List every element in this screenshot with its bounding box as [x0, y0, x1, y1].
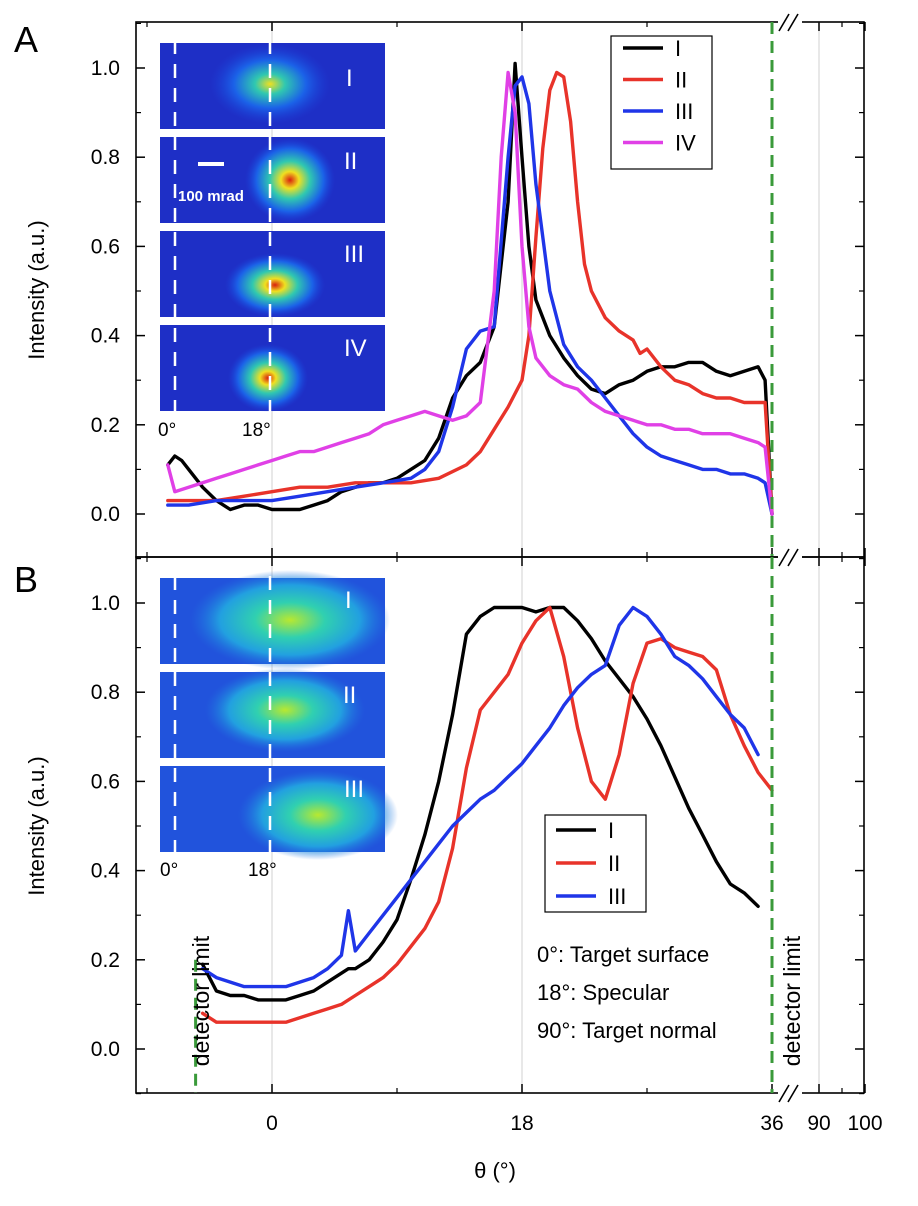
inset-b-i: I — [160, 570, 390, 670]
panel-a: A 0.0 0.2 0.4 0.6 0.8 1.0 Intensity (a.u.) I … — [14, 19, 866, 560]
axis-ticks-a: 0.0 0.2 0.4 0.6 0.8 1.0 — [91, 22, 866, 560]
inset-hotspot — [238, 770, 398, 860]
series-line-II — [200, 605, 774, 1024]
panel-label-a: A — [14, 19, 38, 60]
inset-label: I — [345, 587, 352, 614]
legend-label-I: I — [675, 36, 681, 61]
scale-bar — [198, 162, 224, 166]
series-group-b — [200, 605, 774, 1024]
y-tick-label: 0.0 — [91, 503, 120, 526]
series-line-III — [200, 605, 760, 989]
detector-limit-label-right: detector limit — [779, 935, 805, 1066]
axis-break-marks — [778, 13, 802, 1103]
y-axis-label-b: Intensity (a.u.) — [24, 756, 49, 895]
axis-ticks-b: 0.0 0.2 0.4 0.6 0.8 1.0 — [91, 557, 866, 1095]
x-tick-label: 0 — [266, 1112, 278, 1135]
y-tick-label: 1.0 — [91, 57, 120, 80]
inset-a-ii: 100 mrad II — [160, 137, 385, 223]
y-tick-label: 0.4 — [91, 860, 121, 883]
detector-limit-label-left: detector limit — [188, 935, 214, 1066]
legend-box — [610, 35, 713, 170]
inset-stack-a: I 100 mrad II III IV 0° 18° — [158, 40, 385, 441]
x-tick-label: 18 — [510, 1112, 533, 1135]
inset-label: IV — [344, 335, 367, 362]
legend-label-IV: IV — [675, 131, 696, 156]
series-line-IV — [166, 70, 774, 516]
x-tick-label: 100 — [847, 1112, 882, 1135]
y-tick-label: 0.6 — [91, 770, 120, 793]
inset-axis-label-0: 0° — [158, 420, 176, 441]
inset-label: II — [343, 682, 356, 709]
inset-a-iv: IV — [160, 325, 385, 412]
inset-b-ii: II — [160, 668, 385, 758]
inset-hotspot — [245, 138, 335, 222]
inset-hotspot — [228, 344, 308, 412]
annotation-target-normal: 90°: Target normal — [537, 1018, 717, 1043]
panel-b: B 0.0 0.2 0.4 0.6 0.8 1.0 Intensity (a.u.) I … — [14, 556, 866, 1095]
inset-a-iii: III — [160, 231, 385, 317]
inset-a-i: I — [160, 43, 385, 129]
inset-label: III — [344, 241, 364, 268]
inset-hotspot — [205, 668, 365, 752]
series-line-II — [166, 70, 774, 516]
inset-hotspot — [225, 253, 325, 317]
legend-label-II: II — [675, 68, 687, 93]
annotation-target-surface: 0°: Target surface — [537, 942, 709, 967]
x-tick-label: 36 — [760, 1112, 783, 1135]
inset-axis-label-0: 0° — [160, 860, 178, 881]
legend-label-II: II — [608, 851, 620, 876]
inset-label: I — [346, 65, 353, 92]
y-tick-label: 0.2 — [91, 414, 120, 437]
y-tick-label: 0.0 — [91, 1038, 120, 1061]
series-line-I — [200, 605, 760, 1002]
y-tick-label: 0.4 — [91, 325, 121, 348]
legend-label-III: III — [675, 99, 693, 124]
series-line-III — [166, 75, 774, 516]
inset-hotspot — [210, 44, 330, 124]
y-axis-label-a: Intensity (a.u.) — [24, 220, 49, 359]
y-tick-label: 1.0 — [91, 592, 120, 615]
scale-bar-label: 100 mrad — [178, 188, 244, 205]
inset-b-iii: III — [160, 766, 398, 860]
legend-label-III: III — [608, 884, 626, 909]
inset-label: II — [344, 148, 357, 175]
inset-axis-label-18: 18° — [248, 860, 277, 881]
y-tick-label: 0.2 — [91, 949, 120, 972]
inset-axis-label-18: 18° — [242, 420, 271, 441]
x-tick-labels: 0 18 36 90 100 — [266, 1112, 882, 1135]
series-group-a — [166, 61, 774, 516]
y-tick-label: 0.8 — [91, 146, 120, 169]
inset-hotspot — [190, 570, 390, 670]
panel-label-b: B — [14, 559, 38, 600]
legend-label-I: I — [608, 818, 614, 843]
x-tick-label: 90 — [807, 1112, 830, 1135]
inset-stack-b: I II III 0° 18° — [160, 570, 398, 881]
y-tick-label: 0.6 — [91, 235, 120, 258]
reference-lines-b — [194, 557, 774, 1093]
inset-label: III — [344, 776, 364, 803]
annotation-specular: 18°: Specular — [537, 980, 669, 1005]
series-line-I — [166, 61, 774, 516]
y-tick-label: 0.8 — [91, 681, 120, 704]
x-axis-label: θ (°) — [474, 1158, 516, 1183]
plot-frame-b — [135, 556, 865, 1094]
